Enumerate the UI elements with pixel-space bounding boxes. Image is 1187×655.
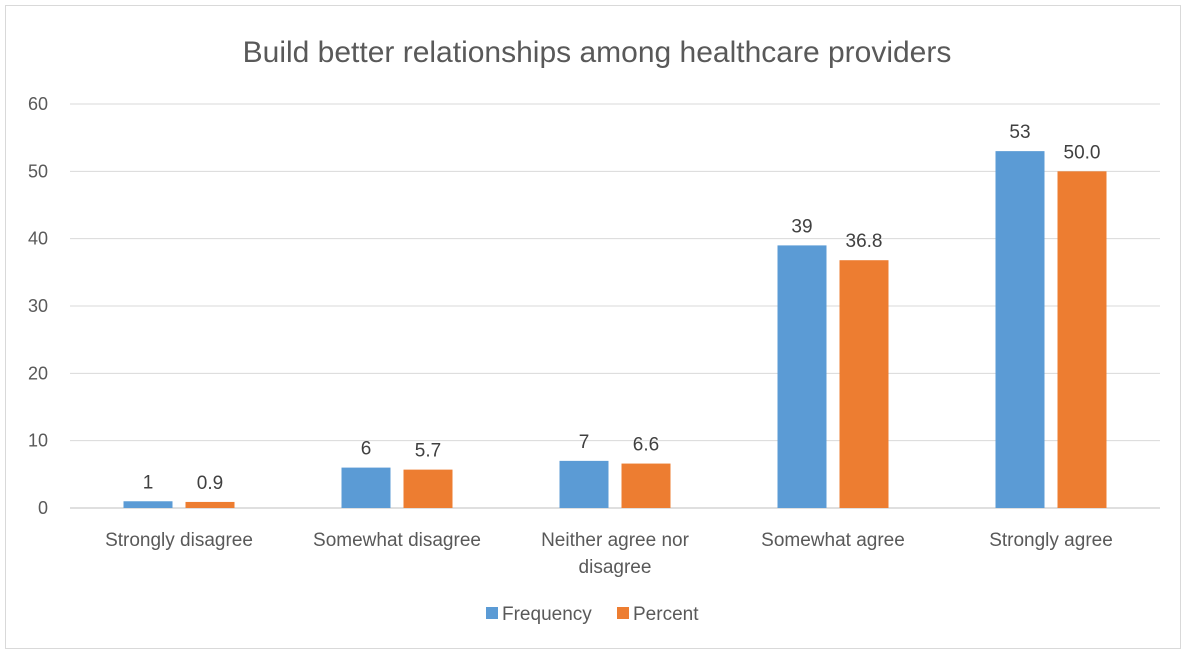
category-label: disagree [579, 557, 652, 578]
category-label: Somewhat agree [761, 530, 905, 551]
category-label: Strongly disagree [105, 530, 253, 551]
bar-frequency [341, 467, 391, 508]
gridlines [70, 103, 1160, 509]
bar-percent [185, 501, 235, 508]
data-label: 36.8 [846, 231, 883, 252]
legend-label-frequency: Frequency [502, 604, 592, 625]
data-label: 5.7 [415, 441, 441, 462]
legend-label-percent: Percent [633, 604, 699, 625]
category-label: Somewhat disagree [313, 530, 481, 551]
bar-frequency [123, 501, 173, 508]
x-axis-categories: Strongly disagree Somewhat disagree Neithe… [105, 530, 1113, 578]
y-axis-ticks: 0 10 20 30 40 50 60 [28, 94, 48, 518]
legend-swatch-frequency [486, 607, 498, 619]
data-labels: 1 0.9 6 5.7 7 6.6 39 36.8 53 50.0 [143, 122, 1101, 494]
bar-frequency [559, 460, 609, 508]
data-label: 6.6 [633, 435, 659, 456]
y-tick-label: 60 [28, 94, 48, 114]
y-tick-label: 50 [28, 161, 48, 181]
bar-percent [403, 469, 453, 508]
data-label: 53 [1009, 122, 1030, 143]
category-label: Neither agree nor [541, 530, 690, 551]
bar-percent [621, 463, 671, 508]
y-tick-label: 0 [38, 498, 48, 518]
y-tick-label: 30 [28, 296, 48, 316]
bar-frequency [777, 245, 827, 508]
data-label: 6 [361, 439, 372, 460]
category-label: Strongly agree [989, 530, 1113, 551]
data-label: 1 [143, 472, 154, 493]
data-label: 7 [579, 432, 590, 453]
y-tick-label: 20 [28, 363, 48, 383]
chart-frame [5, 5, 1181, 649]
data-label: 50.0 [1064, 142, 1101, 163]
legend-swatch-percent [617, 607, 629, 619]
bar-frequency [995, 151, 1045, 508]
bars [123, 151, 1107, 509]
bar-percent [839, 260, 889, 508]
y-tick-label: 10 [28, 431, 48, 451]
bar-percent [1057, 171, 1107, 509]
y-tick-label: 40 [28, 229, 48, 249]
chart-title: Build better relationships among healthc… [243, 36, 952, 69]
data-label: 39 [791, 216, 812, 237]
data-label: 0.9 [197, 473, 223, 494]
legend: Frequency Percent [486, 604, 699, 625]
